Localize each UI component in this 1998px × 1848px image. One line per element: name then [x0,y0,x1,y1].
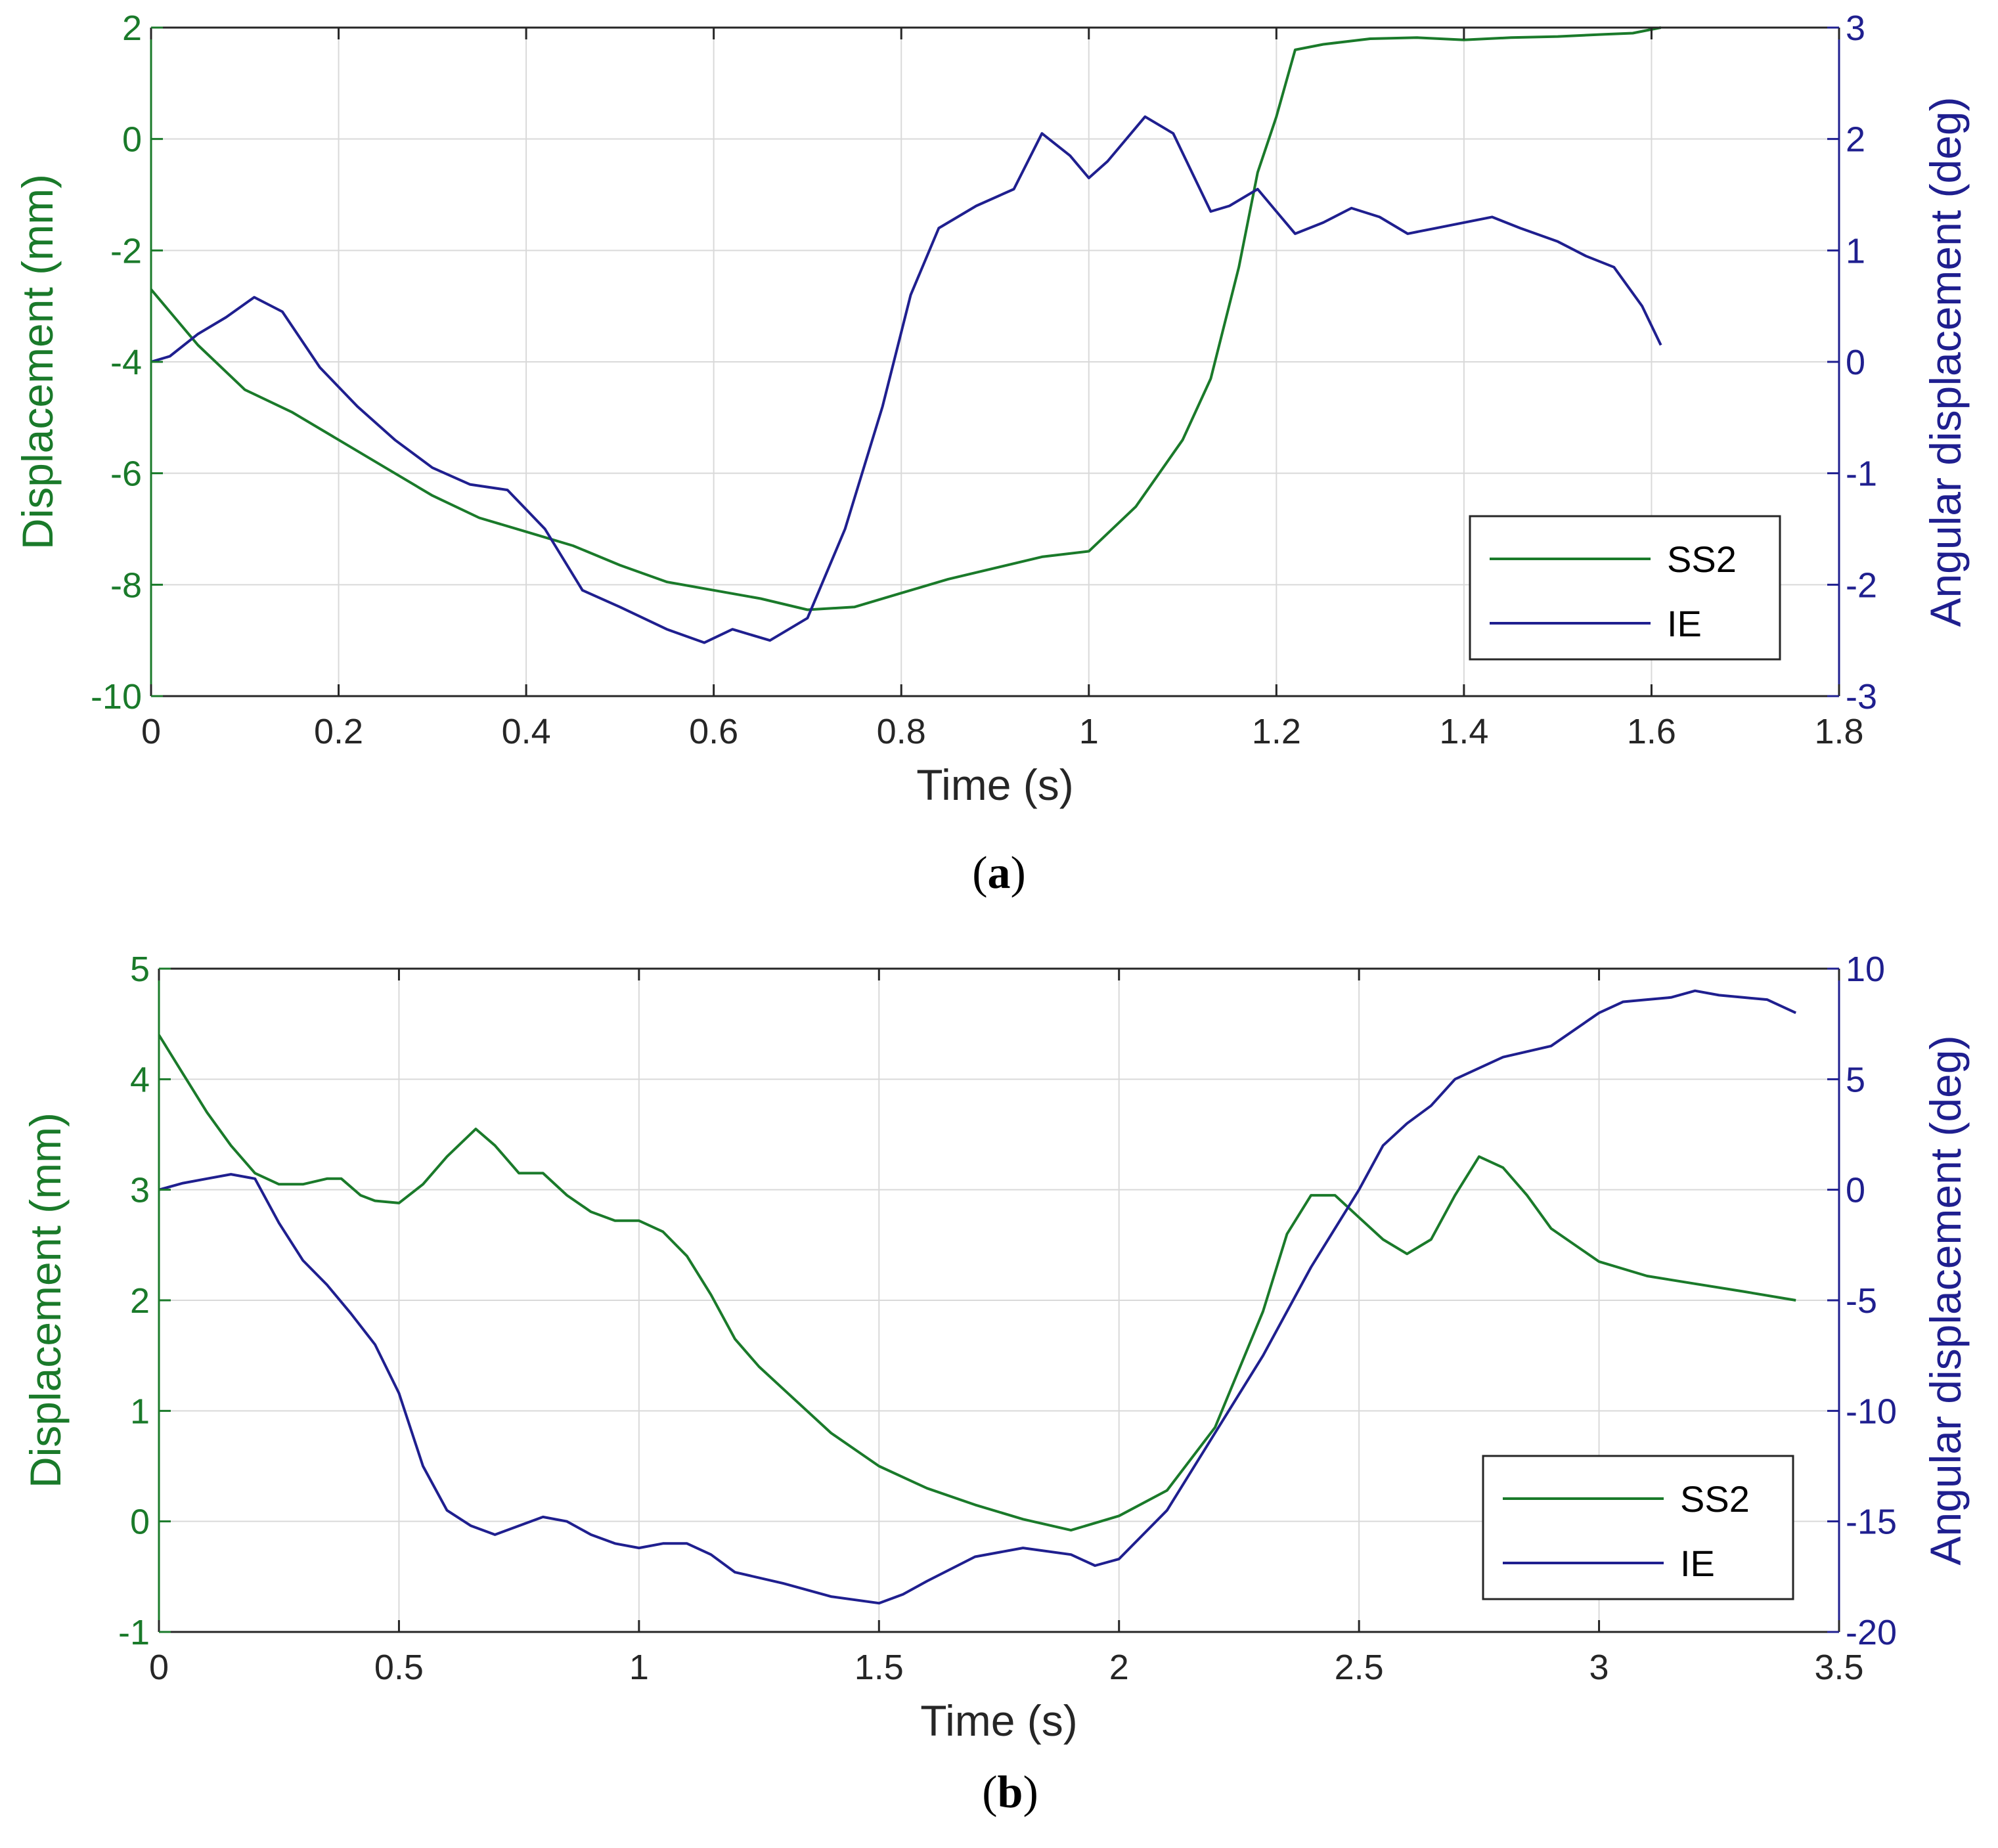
chart-b-x-tick-label: 1.5 [855,1648,904,1687]
chart-b-y-right-tick-label: 5 [1846,1060,1865,1099]
chart-a-y-right-tick-label: 0 [1846,343,1865,382]
chart-b-legend-box [1482,1455,1794,1600]
chart-a-legend-label-ie: IE [1667,603,1702,644]
chart-b-y-right-tick-label: -5 [1846,1281,1877,1321]
chart-a-x-tick-label: 0 [141,712,161,751]
chart-a-series-ie-line [150,115,1662,644]
chart-b-y-left-axis-label: Displacement (mm) [21,1112,70,1488]
chart-a-y-right-tick-label: 1 [1846,231,1865,271]
chart-b-y-left-tick-label: -1 [118,1613,150,1652]
chart-b-y-left-tick-label: 0 [130,1503,150,1542]
chart-b-y-left-tick-label: 2 [130,1281,150,1321]
chart-a-y-right-axis-label: Angular displacement (deg) [1921,97,1970,627]
chart-a-x-tick-label: 1.4 [1439,712,1488,751]
chart-b-x-tick-label: 3.5 [1814,1648,1863,1687]
chart-b-y-left-tick-label: 4 [130,1060,150,1099]
chart-b-legend-label-ie: IE [1680,1543,1715,1584]
chart-b-series-ss2-line [158,1034,1796,1532]
chart-b-y-left-tick-label: 1 [130,1392,150,1431]
chart-b-x-tick-label: 0 [149,1648,169,1687]
chart-b-x-tick-label: 2.5 [1335,1648,1384,1687]
chart-a-y-right-tick-label: 3 [1846,9,1865,48]
chart-b-y-right-axis-label: Angular displacement (deg) [1921,1035,1970,1565]
chart-b-x-tick-label: 3 [1589,1648,1609,1687]
chart-b-y-right-tick-label: -15 [1846,1503,1897,1542]
chart-b-x-axis-label: Time (s) [920,1696,1078,1745]
chart-a-x-tick-label: 1.6 [1627,712,1676,751]
chart-a-x-tick-label: 1.2 [1252,712,1301,751]
chart-a-y-left-axis-label: Displacement (mm) [13,174,62,550]
chart-b-y-right-tick-label: -20 [1846,1613,1897,1652]
panel-caption-a: (a) [972,848,1026,898]
chart-a-y-left-tick-label: -2 [110,231,142,271]
chart-b-legend-label-ss2: SS2 [1680,1478,1750,1520]
panel-label-b: b [997,1767,1023,1818]
chart-a-series-ss2-line [150,26,1662,611]
chart-b-series-ie-line [158,989,1797,1605]
chart-b-y-right-tick-label: 10 [1846,950,1885,989]
chart-a-legend-box [1469,515,1781,661]
chart-b: 0 0.5 1 1.5 2 2.5 3 3.5-1012345-20-15-10-50510T… [21,950,1970,1745]
chart-a-x-tick-label: 1.8 [1814,712,1863,751]
chart-a-y-left-tick-label: 0 [122,120,142,160]
chart-a-y-left-tick-label: -8 [110,565,142,605]
chart-a-x-tick-label: 1 [1079,712,1099,751]
chart-a-y-right-tick-label: -2 [1846,565,1877,605]
chart-a-legend-label-ss2: SS2 [1667,539,1737,580]
chart-b-y-right-tick-label: -10 [1846,1392,1897,1431]
chart-a-y-right-tick-label: 2 [1846,120,1865,160]
chart-a-x-tick-label: 0.4 [502,712,551,751]
chart-b-x-tick-label: 1 [629,1648,649,1687]
chart-a-y-left-tick-label: 2 [122,9,142,48]
chart-a-x-tick-label: 0.8 [877,712,926,751]
chart-a: 0 0.2 0.4 0.6 0.8 1 1.2 1.4 1.6 1.8-10-8-6-4-202-… [13,9,1970,809]
chart-a-y-right-tick-label: -1 [1846,454,1877,494]
panel-caption-b: (b) [982,1767,1038,1818]
panel-label-a: a [987,848,1011,898]
chart-a-x-axis-label: Time (s) [916,760,1074,809]
chart-a-y-right-tick-label: -3 [1846,677,1877,716]
chart-a-y-left-tick-label: -6 [110,454,142,494]
chart-a-x-tick-label: 0.2 [314,712,363,751]
chart-a-y-left-tick-label: -10 [91,677,142,716]
chart-b-x-tick-label: 2 [1109,1648,1129,1687]
chart-b-y-left-tick-label: 5 [130,950,150,989]
chart-b-y-left-tick-label: 3 [130,1171,150,1210]
chart-a-y-left-tick-label: -4 [110,343,142,382]
chart-b-y-right-tick-label: 0 [1846,1171,1865,1210]
chart-b-x-tick-label: 0.5 [374,1648,424,1687]
chart-a-x-tick-label: 0.6 [689,712,738,751]
